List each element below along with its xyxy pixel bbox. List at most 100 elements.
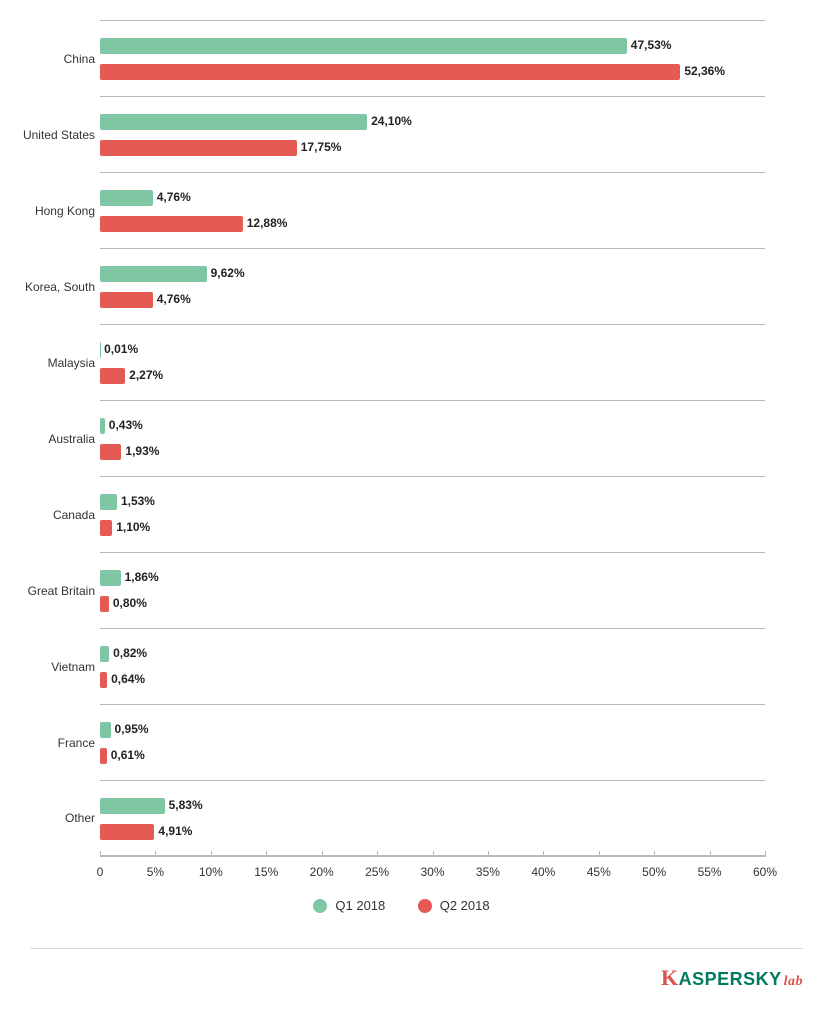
bar-q2 [100, 596, 109, 612]
bar-value-label: 0,82% [113, 646, 147, 660]
bar-q2 [100, 64, 680, 80]
bar-value-label: 0,61% [111, 748, 145, 762]
category-label: United States [5, 128, 95, 142]
x-tick [266, 851, 267, 857]
bar-value-label: 47,53% [631, 38, 672, 52]
legend-item-q1: Q1 2018 [313, 898, 385, 913]
legend: Q1 2018 Q2 2018 [10, 892, 793, 932]
bar-value-label: 1,53% [121, 494, 155, 508]
x-tick-label: 30% [420, 865, 444, 879]
category-label: Canada [5, 508, 95, 522]
bar-value-label: 1,86% [125, 570, 159, 584]
x-tick [488, 851, 489, 857]
legend-label-q2: Q2 2018 [440, 898, 490, 913]
legend-swatch-q2 [418, 899, 432, 913]
x-tick [100, 851, 101, 857]
bar-q1 [100, 722, 111, 738]
x-tick [765, 851, 766, 857]
chart-row: France0,95%0,61% [100, 704, 765, 780]
x-tick-label: 50% [642, 865, 666, 879]
x-tick [155, 851, 156, 857]
category-label: Vietnam [5, 660, 95, 674]
bar-value-label: 1,10% [116, 520, 150, 534]
bar-q1 [100, 190, 153, 206]
x-tick-label: 15% [254, 865, 278, 879]
x-tick-label: 45% [587, 865, 611, 879]
bar-q1 [100, 494, 117, 510]
x-tick-label: 35% [476, 865, 500, 879]
chart-row: Malaysia0,01%2,27% [100, 324, 765, 400]
brand-lab: lab [784, 974, 803, 990]
chart-row: Canada1,53%1,10% [100, 476, 765, 552]
chart-row: Korea, South9,62%4,76% [100, 248, 765, 324]
category-label: Malaysia [5, 356, 95, 370]
x-tick-label: 60% [753, 865, 777, 879]
bar-q2 [100, 520, 112, 536]
bar-q2 [100, 444, 121, 460]
bar-value-label: 0,43% [109, 418, 143, 432]
bar-q2 [100, 824, 154, 840]
x-tick [433, 851, 434, 857]
bar-value-label: 1,93% [125, 444, 159, 458]
bar-value-label: 9,62% [211, 266, 245, 280]
category-label: Other [5, 811, 95, 825]
x-tick-label: 20% [310, 865, 334, 879]
plot-area: China47,53%52,36%United States24,10%17,7… [100, 20, 765, 856]
x-tick-label: 10% [199, 865, 223, 879]
bar-q1 [100, 646, 109, 662]
chart-row: Vietnam0,82%0,64% [100, 628, 765, 704]
bar-value-label: 0,64% [111, 672, 145, 686]
bar-q2 [100, 216, 243, 232]
x-tick [322, 851, 323, 857]
chart-container: China47,53%52,36%United States24,10%17,7… [0, 0, 833, 942]
x-tick-label: 25% [365, 865, 389, 879]
x-tick [211, 851, 212, 857]
x-axis: 05%10%15%20%25%30%35%40%45%50%55%60% [100, 856, 765, 892]
x-tick [710, 851, 711, 857]
x-tick-label: 40% [531, 865, 555, 879]
category-label: Great Britain [5, 584, 95, 598]
bar-q1 [100, 798, 165, 814]
chart-row: Great Britain1,86%0,80% [100, 552, 765, 628]
bar-value-label: 4,76% [157, 292, 191, 306]
bar-value-label: 0,95% [115, 722, 149, 736]
bar-q2 [100, 748, 107, 764]
bar-q2 [100, 368, 125, 384]
chart-row: Australia0,43%1,93% [100, 400, 765, 476]
bar-q1 [100, 266, 207, 282]
x-tick [654, 851, 655, 857]
bar-value-label: 4,76% [157, 190, 191, 204]
x-tick [377, 851, 378, 857]
brand-rest: ASPERSKY [679, 969, 782, 990]
bar-q1 [100, 38, 627, 54]
bar-value-label: 2,27% [129, 368, 163, 382]
chart-row: United States24,10%17,75% [100, 96, 765, 172]
bar-value-label: 5,83% [169, 798, 203, 812]
bar-value-label: 4,91% [158, 824, 192, 838]
bar-q1 [100, 570, 121, 586]
bar-q1 [100, 418, 105, 434]
brand-logo: KASPERSKYlab [661, 965, 803, 991]
bar-value-label: 52,36% [684, 64, 725, 78]
category-label: Hong Kong [5, 204, 95, 218]
category-label: Korea, South [5, 280, 95, 294]
bar-value-label: 0,01% [104, 342, 138, 356]
chart-row: Other5,83%4,91% [100, 780, 765, 856]
bar-q2 [100, 140, 297, 156]
category-label: France [5, 736, 95, 750]
bar-value-label: 0,80% [113, 596, 147, 610]
x-tick-label: 55% [698, 865, 722, 879]
chart-row: Hong Kong4,76%12,88% [100, 172, 765, 248]
bar-value-label: 17,75% [301, 140, 342, 154]
bar-value-label: 12,88% [247, 216, 288, 230]
bar-value-label: 24,10% [371, 114, 412, 128]
x-tick [599, 851, 600, 857]
x-tick-label: 5% [147, 865, 164, 879]
x-tick [543, 851, 544, 857]
chart-row: China47,53%52,36% [100, 20, 765, 96]
legend-item-q2: Q2 2018 [418, 898, 490, 913]
bar-q2 [100, 292, 153, 308]
bar-q1 [100, 114, 367, 130]
legend-swatch-q1 [313, 899, 327, 913]
bar-q2 [100, 672, 107, 688]
